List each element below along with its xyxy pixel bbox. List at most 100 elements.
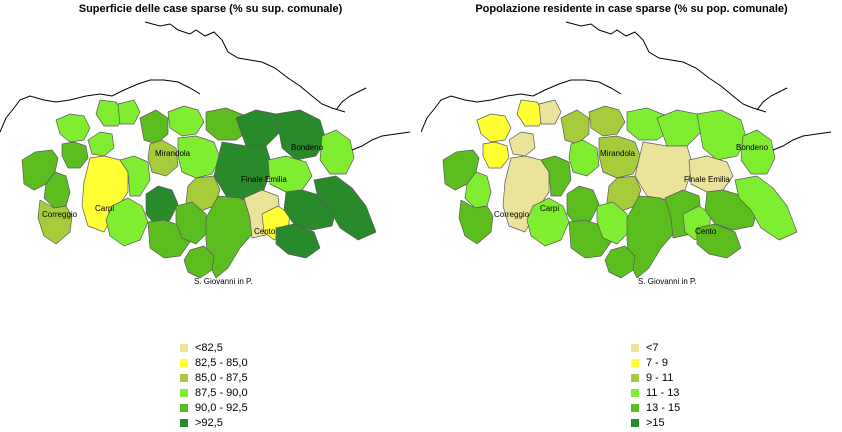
municipality-area bbox=[267, 155, 313, 193]
legend-label: 82,5 - 85,0 bbox=[195, 356, 248, 369]
river-west bbox=[0, 79, 201, 133]
legend-item: 90,0 - 92,5 bbox=[180, 400, 248, 415]
municipality-area bbox=[604, 245, 636, 279]
municipality-area bbox=[145, 185, 179, 227]
map-panel-population: Popolazione residente in case sparse (% … bbox=[421, 0, 842, 432]
municipality-area bbox=[688, 155, 734, 193]
municipality-area bbox=[634, 141, 694, 201]
legend-label: >92,5 bbox=[195, 416, 223, 429]
legend-label: 85,0 - 87,5 bbox=[195, 371, 248, 384]
legend-item: >15 bbox=[631, 415, 680, 430]
municipality-area bbox=[95, 99, 125, 127]
municipality-area bbox=[147, 139, 179, 177]
municipality-area bbox=[177, 135, 221, 179]
municipality-area bbox=[105, 197, 149, 247]
municipality-area bbox=[319, 129, 355, 175]
map-legend: <7 7 - 9 9 - 11 11 - 13 13 - 15 >15 bbox=[631, 340, 680, 430]
river-po bbox=[144, 21, 346, 113]
municipality-area bbox=[516, 99, 546, 127]
municipality-area bbox=[175, 201, 209, 245]
municipality-area bbox=[588, 105, 626, 137]
municipality-area bbox=[656, 109, 702, 147]
municipality-area bbox=[508, 131, 536, 157]
city-label-correggio: Correggio bbox=[42, 210, 78, 219]
municipality-area bbox=[734, 175, 798, 241]
city-label-carpi: Carpi bbox=[540, 204, 560, 213]
river-west bbox=[421, 79, 622, 133]
municipality-area bbox=[538, 99, 562, 125]
river-ne bbox=[335, 87, 367, 111]
municipality-area bbox=[55, 113, 91, 143]
municipality-area bbox=[139, 109, 169, 145]
legend-item: 11 - 13 bbox=[631, 385, 680, 400]
legend-swatch bbox=[631, 403, 639, 412]
municipality-area bbox=[313, 175, 377, 241]
legend-label: >15 bbox=[646, 416, 665, 429]
river-po bbox=[565, 21, 767, 113]
city-label-mirandola: Mirandola bbox=[600, 149, 636, 158]
legend-label: <7 bbox=[646, 341, 659, 354]
city-label-mirandola: Mirandola bbox=[155, 149, 191, 158]
municipality-area bbox=[275, 109, 327, 161]
legend-item: 13 - 15 bbox=[631, 400, 680, 415]
legend-item: 7 - 9 bbox=[631, 355, 680, 370]
legend-swatch bbox=[631, 418, 639, 427]
map-panel-surface: Superficie delle case sparse (% su sup. … bbox=[0, 3, 411, 430]
city-label-s-giovanni: S. Giovanni in P. bbox=[194, 277, 253, 286]
municipality-area bbox=[213, 141, 273, 201]
legend-swatch bbox=[180, 373, 188, 382]
map-title: Popolazione residente in case sparse (% … bbox=[475, 3, 788, 15]
river-e bbox=[351, 131, 411, 151]
legend-item: 85,0 - 87,5 bbox=[180, 370, 248, 385]
municipality-area bbox=[235, 109, 281, 147]
map-legend: <82,5 82,5 - 85,0 85,0 - 87,5 87,5 - 90,… bbox=[180, 340, 248, 430]
municipality-area bbox=[117, 99, 141, 125]
legend-swatch bbox=[180, 403, 188, 412]
legend-label: 13 - 15 bbox=[646, 401, 681, 414]
city-label-carpi: Carpi bbox=[95, 204, 115, 213]
legend-swatch bbox=[180, 388, 188, 397]
city-label-s-giovanni: S. Giovanni in P. bbox=[638, 277, 697, 286]
municipality-area bbox=[696, 109, 748, 161]
municipality-area bbox=[482, 141, 510, 169]
city-label-cento: Cento bbox=[254, 227, 276, 236]
municipality-area bbox=[566, 185, 600, 227]
river-ne bbox=[756, 87, 788, 111]
legend-label: 90,0 - 92,5 bbox=[195, 401, 248, 414]
municipality-area bbox=[183, 245, 215, 279]
legend-label: 7 - 9 bbox=[646, 356, 669, 369]
municipality-area bbox=[119, 155, 151, 197]
city-label-finale-emilia: Finale Emilia bbox=[684, 175, 730, 184]
choropleth-map bbox=[421, 21, 832, 279]
municipality-area bbox=[476, 113, 512, 143]
municipality-area bbox=[596, 201, 630, 245]
city-label-correggio: Correggio bbox=[494, 210, 530, 219]
municipality-area bbox=[464, 171, 492, 209]
municipality-area bbox=[167, 105, 205, 137]
legend-item: <82,5 bbox=[180, 340, 248, 355]
legend-swatch bbox=[631, 358, 639, 367]
legend-swatch bbox=[631, 343, 639, 352]
choropleth-map bbox=[0, 21, 411, 279]
municipality-area bbox=[37, 199, 73, 245]
legend-label: 11 - 13 bbox=[646, 386, 680, 399]
city-label-bondeno: Bondeno bbox=[291, 143, 324, 152]
legend-item: 9 - 11 bbox=[631, 370, 680, 385]
municipality-area bbox=[568, 139, 600, 177]
legend-item: <7 bbox=[631, 340, 680, 355]
city-label-bondeno: Bondeno bbox=[736, 143, 769, 152]
municipality-area bbox=[43, 171, 71, 209]
municipality-area bbox=[61, 141, 89, 169]
city-label-finale-emilia: Finale Emilia bbox=[241, 175, 287, 184]
legend-swatch bbox=[631, 373, 639, 382]
legend-item: >92,5 bbox=[180, 415, 248, 430]
municipality-area bbox=[540, 155, 572, 197]
city-label-cento: Cento bbox=[695, 227, 717, 236]
legend-swatch bbox=[180, 343, 188, 352]
legend-item: 87,5 - 90,0 bbox=[180, 385, 248, 400]
river-e bbox=[772, 131, 832, 151]
legend-item: 82,5 - 85,0 bbox=[180, 355, 248, 370]
municipality-area bbox=[87, 131, 115, 157]
municipality-area bbox=[275, 223, 321, 259]
municipality-area bbox=[458, 199, 494, 245]
